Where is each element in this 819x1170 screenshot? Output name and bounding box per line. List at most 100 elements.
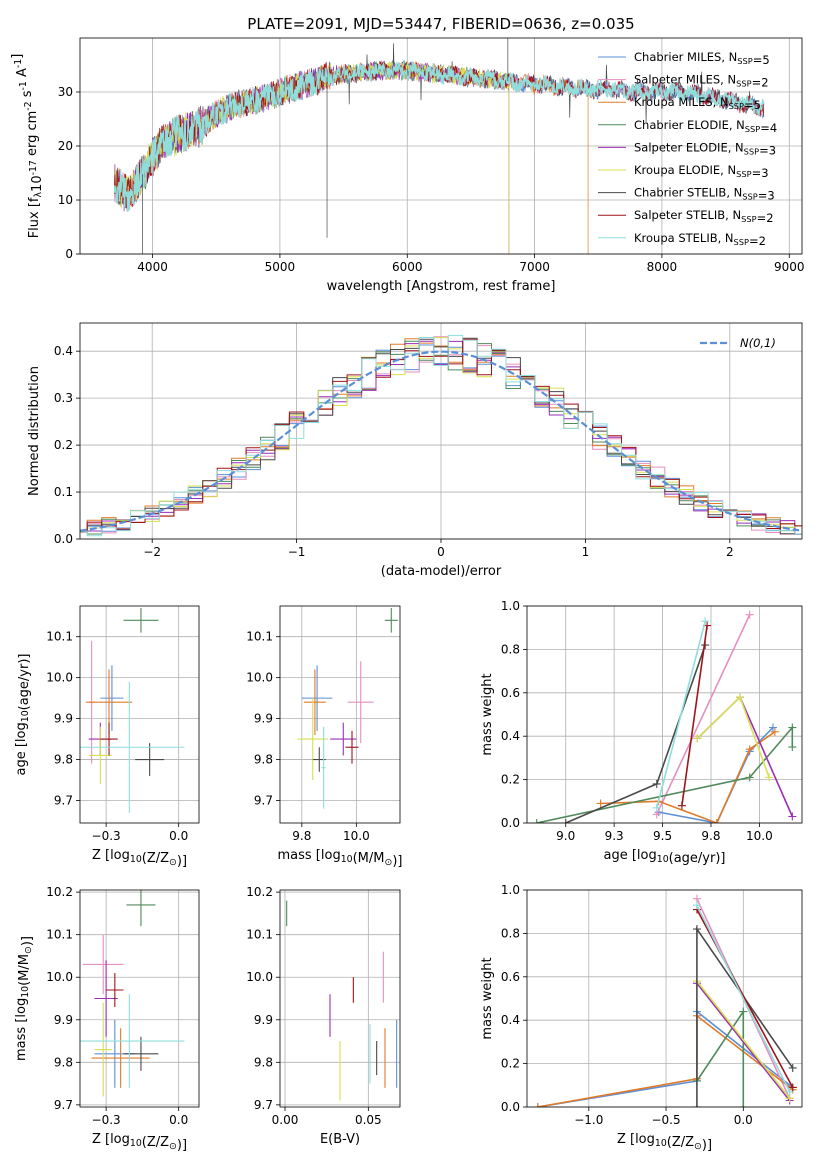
spectrum-legend-label: Chabrier STELIB, NSSP=3	[634, 186, 775, 203]
mass-vs-ebv-panel-ytick-label: 10.2	[246, 885, 273, 899]
spectrum-panel-xtick-label: 7000	[519, 260, 550, 274]
mass-vs-z-panel: −0.3 0.0 9.7 9.8 9.9 10.0 10.1 10.2 Z [log10(Z/Z…	[14, 885, 200, 1153]
mass-vs-z-panel-ytick-label: 10.2	[46, 885, 73, 899]
age-vs-mass-panel: 9.8 10.0 9.7 9.8 9.9 10.0 10.1 mass [log10(M/M⊙…	[246, 605, 402, 869]
histogram-panel-xtick-label: 1	[582, 545, 590, 559]
spectrum-panel-ytick-label: 10	[58, 193, 73, 207]
age-vs-z-panel-ytick-label: 10.1	[46, 630, 73, 644]
weight-vs-z-panel-grid	[527, 889, 802, 1108]
spectrum-legend-label: Salpeter ELODIE, NSSP=3	[634, 140, 776, 157]
age-vs-z-panel-grid	[80, 606, 199, 823]
mass-vs-ebv-panel-xlabel: E(B-V)	[320, 1132, 360, 1147]
weight-vs-age-panel-ytick-label: 0.8	[501, 642, 520, 656]
mass-vs-z-panel-frame	[79, 889, 200, 1108]
mass-vs-z-panel-point	[94, 1002, 112, 1097]
spectrum-legend-label: Chabrier MILES, NSSP=5	[634, 50, 770, 67]
age-vs-z-panel-plot-area	[80, 608, 185, 813]
weight-vs-age-panel-xlabel: age [log10(age/yr)]	[604, 848, 726, 866]
histogram-panel: −2 −1 0 1 2 0.0 0.1 0.2 0.3 0.4 (data-model)/error…	[27, 322, 803, 579]
histogram-panel-frame	[79, 322, 803, 540]
spectrum-panel-frame	[79, 37, 803, 255]
age-vs-z-panel-frame	[79, 605, 200, 824]
weight-vs-age-panel-plot-area	[532, 610, 797, 823]
spectrum-legend-label: Chabrier ELODIE, NSSP=4	[634, 118, 777, 135]
weight-vs-z-panel-ytick-label: 0.8	[501, 926, 520, 940]
histogram-panel-plot-area	[80, 334, 802, 537]
mass-vs-ebv-panel-ytick-label: 9.7	[254, 1098, 273, 1112]
mass-vs-z-panel-ytick-label: 10.1	[46, 928, 73, 942]
spectrum-panel-ytick-label: 20	[58, 139, 73, 153]
histogram-panel-xtick-label: 0	[437, 545, 445, 559]
weight-vs-z-panel-xtick-label: −1.0	[574, 1113, 603, 1127]
spectrum-panel-ylabel: Flux [fλ10-17 erg cm-2 s-1 A-1]	[10, 54, 45, 239]
weight-vs-age-panel-grid	[527, 605, 802, 824]
spectrum-panel-plot-area	[113, 38, 765, 254]
age-vs-z-panel-point	[100, 722, 118, 756]
weight-vs-z-panel-ylabel: mass weight	[480, 957, 495, 1039]
weight-vs-age-panel-ytick-label: 1.0	[501, 599, 520, 613]
mass-vs-ebv-panel-plot-area	[286, 900, 398, 1101]
histogram-panel-xlabel: (data-model)/error	[381, 564, 502, 579]
age-vs-mass-panel-plot-area	[297, 608, 398, 809]
spectrum-legend-label: Salpeter MILES, NSSP=2	[634, 73, 769, 90]
age-vs-mass-panel-xtick-label: 9.8	[292, 829, 311, 843]
mass-vs-ebv-panel-xtick-label: 0.05	[355, 1113, 382, 1127]
mass-vs-ebv-panel-frame	[279, 889, 401, 1108]
mass-vs-ebv-panel-ytick-label: 10.0	[246, 970, 273, 984]
mass-vs-z-panel-ytick-label: 10.0	[46, 970, 73, 984]
mass-vs-z-panel-point	[91, 1028, 150, 1088]
age-vs-z-panel-point	[80, 681, 185, 813]
age-vs-mass-panel-point	[347, 661, 374, 744]
spectrum-panel-ytick-label: 0	[65, 247, 73, 261]
weight-vs-age-panel-ytick-label: 0.6	[501, 686, 520, 700]
age-vs-mass-panel-point	[345, 730, 359, 764]
weight-vs-z-panel-frame	[526, 889, 803, 1108]
weight-vs-z-panel-plot-area	[533, 894, 797, 1107]
weight-vs-z-panel-ytick-label: 0.4	[501, 1013, 520, 1027]
mass-vs-z-panel-plot-area	[80, 890, 185, 1097]
age-vs-mass-panel-ytick-label: 9.8	[254, 753, 273, 767]
age-vs-z-panel-ytick-label: 9.8	[54, 753, 73, 767]
spectrum-panel-xtick-label: 8000	[647, 260, 678, 274]
weight-vs-z-panel-xtick-label: −0.5	[651, 1113, 680, 1127]
age-vs-mass-panel-ytick-label: 9.9	[254, 712, 273, 726]
weight-vs-z-panel: −1.0 −0.5 0.0 0.0 0.2 0.4 0.6 0.8 1.0 Z [log10(Z/…	[480, 883, 803, 1153]
mass-vs-z-panel-ytick-label: 9.7	[54, 1098, 73, 1112]
weight-vs-age-panel-xtick-label: 10.0	[746, 829, 773, 843]
age-vs-z-panel-point	[123, 608, 159, 633]
spectrum-panel-xlabel: wavelength [Angstrom, rest frame]	[327, 279, 556, 294]
age-vs-z-panel-xtick-label: 0.0	[169, 829, 188, 843]
histogram-panel-xtick-label: −2	[143, 545, 161, 559]
age-vs-z-panel-point	[135, 743, 165, 776]
mass-vs-ebv-panel-ytick-label: 9.8	[254, 1055, 273, 1069]
age-vs-mass-panel-point	[304, 669, 326, 735]
weight-vs-age-panel-ytick-label: 0.4	[501, 729, 520, 743]
mass-vs-z-panel-xlabel: Z [log10(Z/Z⊙)]	[92, 1132, 187, 1153]
histogram-panel-ytick-label: 0.0	[54, 532, 73, 546]
weight-vs-z-panel-series	[692, 1007, 748, 1107]
histogram-panel-ytick-label: 0.2	[54, 438, 73, 452]
histogram-panel-ytick-label: 0.4	[54, 344, 73, 358]
histogram-panel-ytick-label: 0.1	[54, 485, 73, 499]
age-vs-z-panel: −0.3 0.0 9.7 9.8 9.9 10.0 10.1 Z [log10(Z/Z⊙)] a…	[14, 605, 200, 869]
weight-vs-age-panel-xtick-label: 9.5	[653, 829, 672, 843]
weight-vs-age-panel-ytick-label: 0.2	[501, 773, 520, 787]
spectrum-panel: 4000 5000 6000 7000 8000 9000 0 10 20 30 wavelengt…	[10, 37, 805, 294]
weight-vs-z-panel-xtick-label: 0.0	[734, 1113, 753, 1127]
histogram-panel-xtick-label: 2	[726, 545, 734, 559]
mass-vs-z-panel-xtick-label: 0.0	[169, 1113, 188, 1127]
normal-curve	[80, 350, 800, 532]
weight-vs-age-panel-xtick-label: 9.0	[556, 829, 575, 843]
age-vs-z-panel-point	[100, 665, 124, 731]
age-vs-z-panel-xtick-label: −0.3	[92, 829, 121, 843]
age-vs-mass-panel-xtick-label: 10.0	[343, 829, 370, 843]
mass-vs-ebv-panel-grid	[280, 890, 400, 1107]
weight-vs-age-panel-series	[693, 693, 774, 782]
weight-vs-z-panel-ytick-label: 1.0	[501, 883, 520, 897]
weight-vs-age-panel-series	[532, 723, 797, 823]
mass-vs-z-panel-point	[106, 972, 124, 1008]
age-vs-mass-panel-point	[321, 726, 326, 809]
weight-vs-z-panel-ytick-label: 0.6	[501, 970, 520, 984]
weight-vs-age-panel: 9.0 9.3 9.5 9.8 10.0 0.0 0.2 0.4 0.6 0.8 1.0 age [l…	[480, 599, 803, 866]
weight-vs-z-panel-series	[692, 925, 797, 1107]
